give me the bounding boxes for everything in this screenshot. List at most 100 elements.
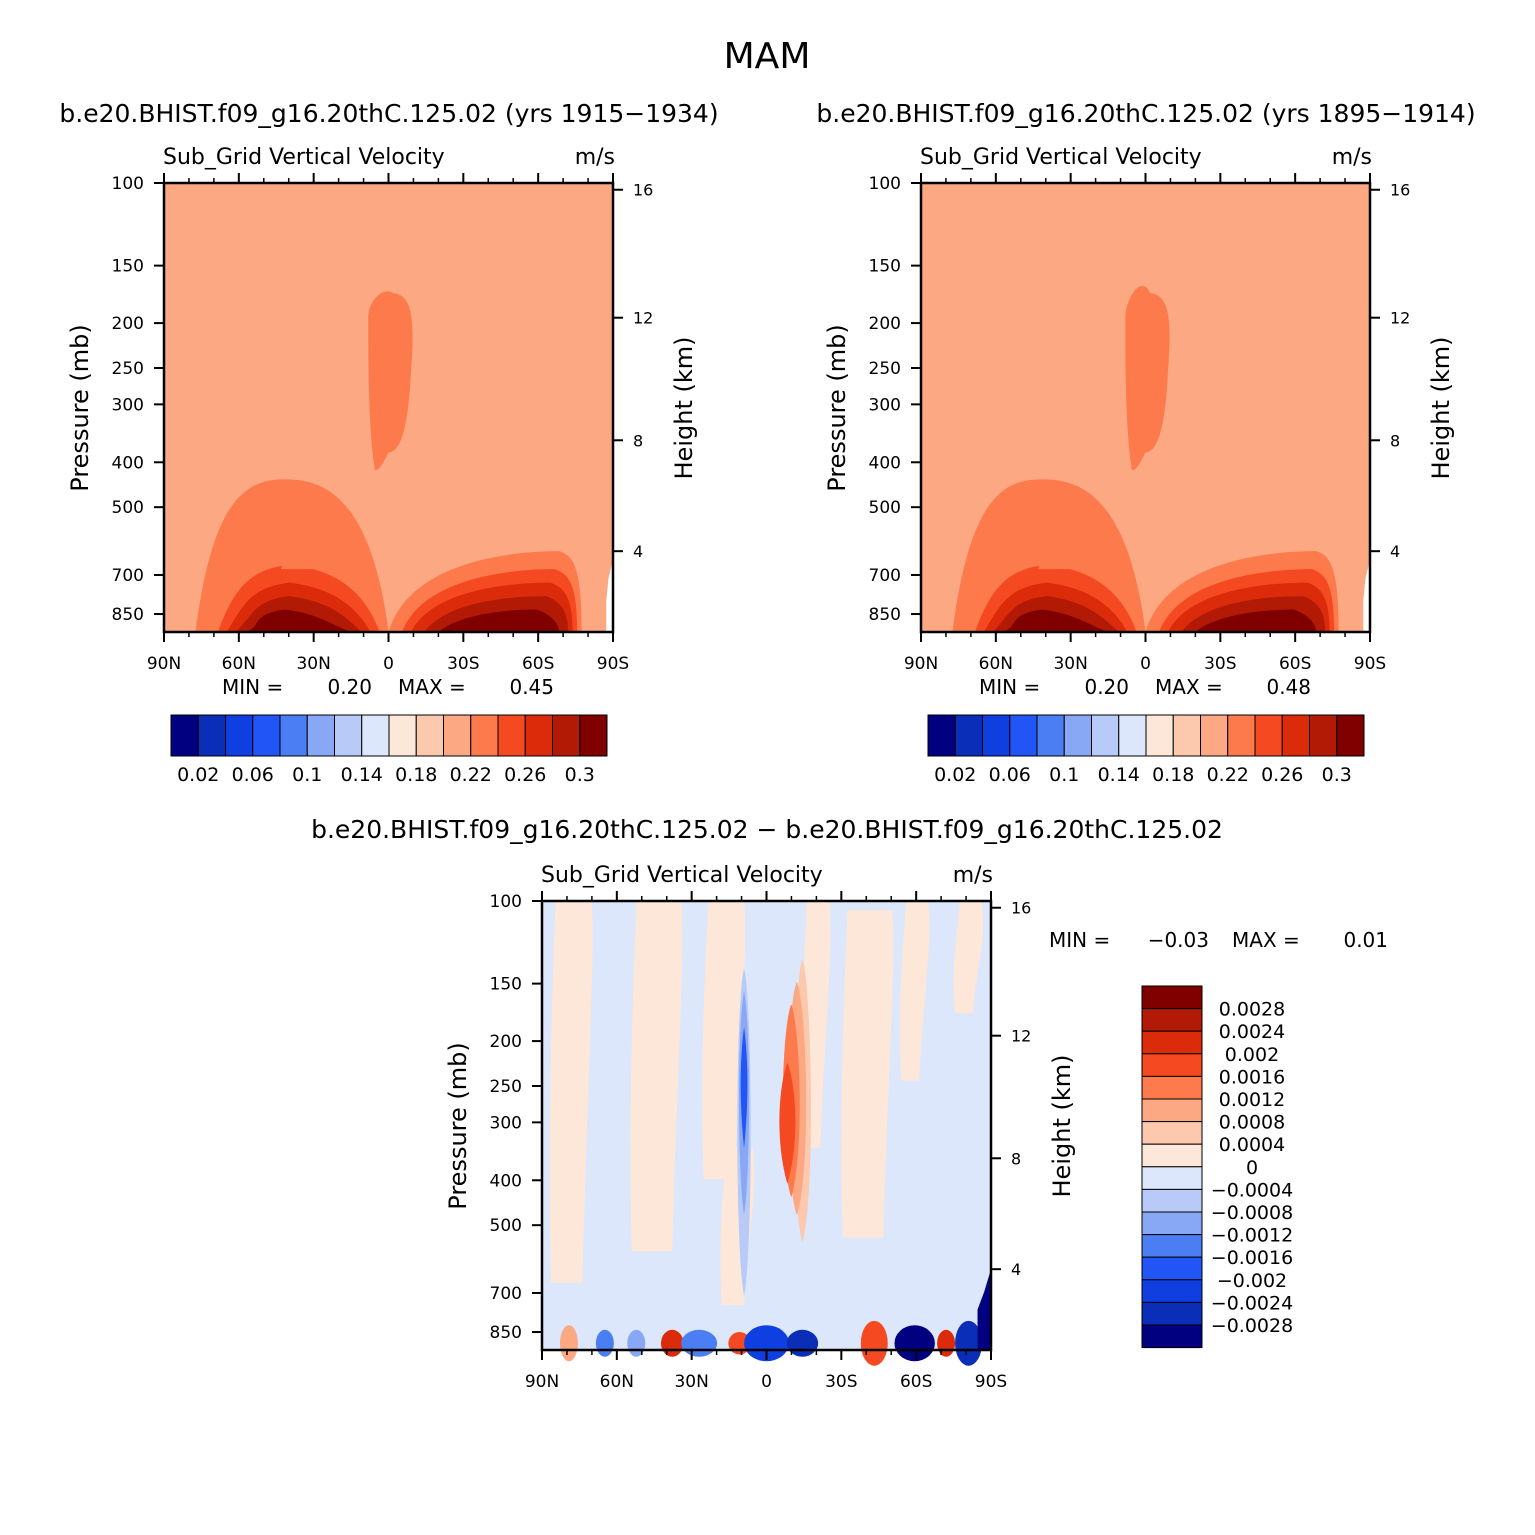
max-label: MAX =: [1155, 675, 1223, 699]
colorbar-swatch: [1141, 1053, 1203, 1077]
colorbar-label: 0.002: [1225, 1044, 1279, 1066]
plot-axes: 90N 60N 30N 0 30S 60S 90S 100 150 200 250 300 400 500…: [869, 173, 1410, 674]
x-tick-label: 60S: [522, 654, 554, 674]
y-axis-label: Pressure (mb): [66, 324, 94, 491]
diff-surface-blob-9: [595, 1329, 614, 1357]
max-value: 0.48: [1266, 675, 1311, 699]
colorbar-label: 0.0008: [1219, 1112, 1285, 1134]
variable-label: Sub_Grid Vertical Velocity: [541, 863, 823, 888]
y-tick-label: 700: [112, 566, 144, 586]
colorbar-swatch: [1118, 714, 1147, 757]
x-tick-label: 60N: [600, 1372, 634, 1392]
height-tick-label: 16: [1011, 899, 1031, 918]
diff-jet-positive-3: [779, 1062, 796, 1184]
max-value: 0.45: [509, 675, 554, 699]
y-tick-label: 100: [490, 892, 522, 912]
units-label: m/s: [953, 863, 993, 888]
panel-title: b.e20.BHIST.f09_g16.20thC.125.02 (yrs 18…: [816, 99, 1475, 128]
colorbar-label: 0.06: [989, 764, 1031, 786]
colorbar-label: 0.02: [177, 764, 219, 786]
colorbar-swatch: [1036, 714, 1065, 757]
x-tick-label: 0: [761, 1372, 772, 1392]
diff-positive-strip-5: [899, 901, 930, 1081]
plot-axes: 90N 60N 30N 0 30S 60S 90S 100 150 200 250 300 400 500…: [490, 891, 1031, 1392]
colorbar-label: 0.26: [1261, 764, 1303, 786]
colorbar-swatch: [1141, 1143, 1203, 1168]
x-tick-label: 60N: [222, 654, 256, 674]
max-value: 0.01: [1343, 928, 1388, 952]
colorbar-swatch: [1141, 1075, 1203, 1100]
y-tick-label: 150: [869, 257, 901, 277]
colorbar-label: −0.0016: [1211, 1247, 1293, 1269]
colorbar-label: 0.22: [450, 764, 492, 786]
colorbar-swatch: [552, 714, 581, 757]
diff-positive-strip-2: [702, 901, 746, 1180]
colorbar-label: −0.0024: [1211, 1292, 1293, 1314]
colorbar-swatch: [306, 714, 335, 757]
y-tick-label: 850: [112, 605, 144, 625]
y-tick-label: 200: [869, 314, 901, 334]
contour-sh-lower-4: [437, 609, 560, 632]
min-value: −0.03: [1148, 928, 1209, 952]
colorbar: 0.02 0.06 0.1 0.14 0.18 0.22 0.26 0.3: [170, 714, 608, 786]
colorbar-label: 0.0028: [1219, 999, 1285, 1021]
max-label: MAX =: [398, 675, 466, 699]
colorbar-swatch: [954, 714, 983, 757]
diff-surface-blob-6: [937, 1329, 956, 1357]
diff-band-negative-2: [740, 1026, 748, 1148]
colorbar-label: 0.06: [232, 764, 274, 786]
colorbar-swatch: [388, 714, 417, 757]
colorbar-swatch: [524, 714, 553, 757]
colorbar-swatch: [1172, 714, 1201, 757]
y-axis-label: Pressure (mb): [823, 324, 851, 491]
contour-upper-plume: [1125, 285, 1170, 471]
units-label: m/s: [1332, 145, 1372, 170]
panel-difference: b.e20.BHIST.f09_g16.20thC.125.02 − b.e20…: [311, 815, 1388, 1392]
height-tick-label: 4: [1011, 1260, 1021, 1279]
colorbar-label: −0.002: [1217, 1270, 1287, 1292]
contour-nh-lower-4: [244, 609, 353, 632]
height-tick-label: 8: [1011, 1149, 1021, 1168]
contour-missing-corner: [1363, 560, 1370, 632]
x-tick-label: 90S: [597, 654, 629, 674]
y-tick-label: 100: [112, 174, 144, 194]
colorbar-swatch: [1254, 714, 1283, 757]
x-tick-label: 0: [383, 654, 394, 674]
colorbar-swatch: [1141, 1211, 1203, 1236]
contour-fill: [542, 901, 991, 1366]
colorbar-label: 0.0012: [1219, 1089, 1285, 1111]
y-tick-label: 700: [869, 566, 901, 586]
colorbar-swatch: [579, 714, 608, 757]
colorbar-label: 0: [1246, 1157, 1258, 1179]
colorbar-swatch: [197, 714, 226, 757]
colorbar-swatch: [225, 714, 254, 757]
y-tick-label: 100: [869, 174, 901, 194]
contour-nh-lower-4: [1001, 609, 1110, 632]
colorbar-swatch: [1281, 714, 1310, 757]
colorbar-swatch: [1141, 1166, 1203, 1190]
colorbar-label: 0.18: [395, 764, 437, 786]
colorbar-swatch: [1141, 1301, 1203, 1326]
y-tick-label: 500: [112, 498, 144, 518]
panel-title: b.e20.BHIST.f09_g16.20thC.125.02 − b.e20…: [311, 815, 1223, 844]
colorbar-label: 0.0024: [1219, 1021, 1285, 1043]
x-tick-label: 90S: [1354, 654, 1386, 674]
diff-positive-strip-6: [953, 901, 984, 1014]
contour-upper-plume: [368, 291, 413, 471]
contour-sh-lower-4: [1194, 609, 1317, 632]
height-tick-label: 4: [1390, 542, 1400, 561]
colorbar-swatch: [334, 714, 363, 757]
colorbar-swatch: [1141, 1324, 1203, 1349]
x-tick-label: 30S: [447, 654, 479, 674]
panel-top-right: b.e20.BHIST.f09_g16.20thC.125.02 (yrs 18…: [816, 99, 1475, 786]
colorbar-swatch: [1227, 714, 1256, 757]
colorbar-swatch: [415, 714, 444, 757]
colorbar-swatch: [1141, 1121, 1203, 1145]
y2-axis-label: Height (km): [1427, 337, 1455, 480]
x-tick-label: 90N: [147, 654, 181, 674]
y-axis-label: Pressure (mb): [444, 1042, 472, 1209]
diff-positive-strip-4: [841, 909, 894, 1238]
x-tick-label: 30S: [1204, 654, 1236, 674]
colorbar-swatch: [1141, 1098, 1203, 1123]
